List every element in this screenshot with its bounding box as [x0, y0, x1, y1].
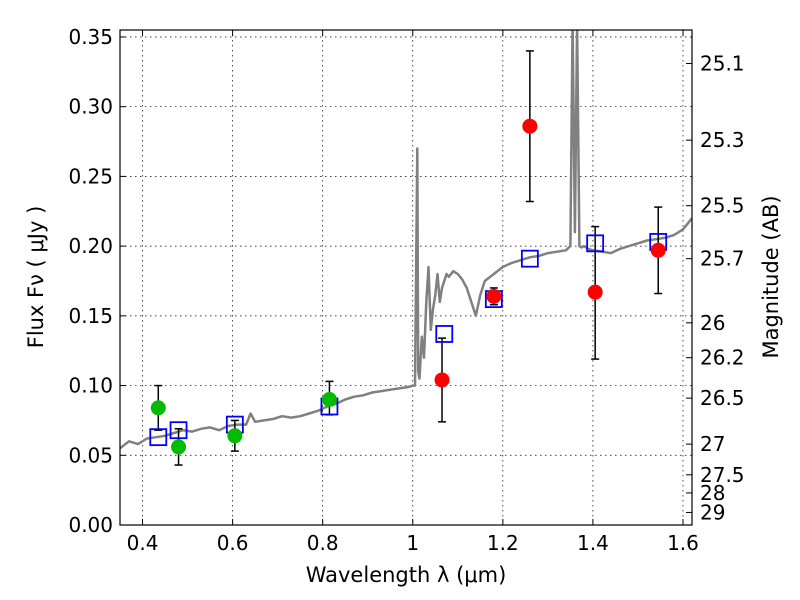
y-tick-label: 0.15 [68, 304, 113, 328]
optical-photometry-point [321, 392, 337, 408]
optical-photometry-point [171, 439, 187, 455]
sed-model-line [120, 30, 692, 450]
right-tick-label: 25.3 [700, 128, 745, 152]
nir-photometry-point [522, 118, 538, 134]
nir-photometry-point [650, 242, 666, 258]
right-tick-label: 27 [700, 432, 725, 456]
optical-photometry-point [150, 400, 166, 416]
y-tick-label: 0.25 [68, 164, 113, 188]
right-tick-label: 25.5 [700, 194, 745, 218]
model-photometry-square [520, 249, 539, 268]
axis-ticks: 0.4 0.6 0.8 1 1.2 1.4 1.6 0.00 0.05 0.10 0.15 0.20 0… [68, 25, 744, 555]
right-tick-label: 25.7 [700, 247, 745, 271]
y-tick-label: 0.10 [68, 374, 113, 398]
y-tick-label: 0.30 [68, 95, 113, 119]
nir-photometry-point [486, 288, 502, 304]
x-tick-label: 0.8 [307, 531, 339, 555]
y-tick-label: 0.35 [68, 25, 113, 49]
y-tick-label: 0.05 [68, 443, 113, 467]
y-axis-label: Flux Fν ( μJy ) [24, 206, 48, 349]
y-tick-label: 0.20 [68, 234, 113, 258]
right-tick-label: 26.2 [700, 346, 745, 370]
x-axis-label: Wavelength λ (μm) [306, 563, 507, 587]
optical-photometry-point [227, 428, 243, 444]
y-axis-label-right: Magnitude (AB) [759, 195, 783, 358]
y-tick-label: 0.00 [68, 513, 113, 537]
model-photometry-square [435, 325, 454, 343]
model-photometry-square [586, 234, 605, 253]
plot-area [120, 30, 692, 466]
x-tick-label: 0.4 [127, 531, 159, 555]
nir-photometry-point [434, 372, 450, 388]
x-tick-label: 0.6 [217, 531, 249, 555]
x-tick-label: 1 [406, 531, 419, 555]
x-tick-label: 1.6 [667, 531, 699, 555]
model-photometry-square [149, 428, 168, 447]
model-photometry-square [169, 421, 188, 440]
x-tick-label: 1.4 [577, 531, 609, 555]
right-tick-label: 26 [700, 311, 725, 335]
right-tick-label: 27.5 [700, 463, 745, 487]
nir-photometry-point [587, 284, 603, 300]
plot-frame [119, 29, 693, 526]
right-tick-label: 26.5 [700, 386, 745, 410]
x-tick-label: 1.2 [487, 531, 519, 555]
right-tick-label: 29 [700, 500, 725, 524]
right-tick-label: 25.1 [700, 51, 745, 75]
right-tick-label: 28 [700, 481, 725, 505]
